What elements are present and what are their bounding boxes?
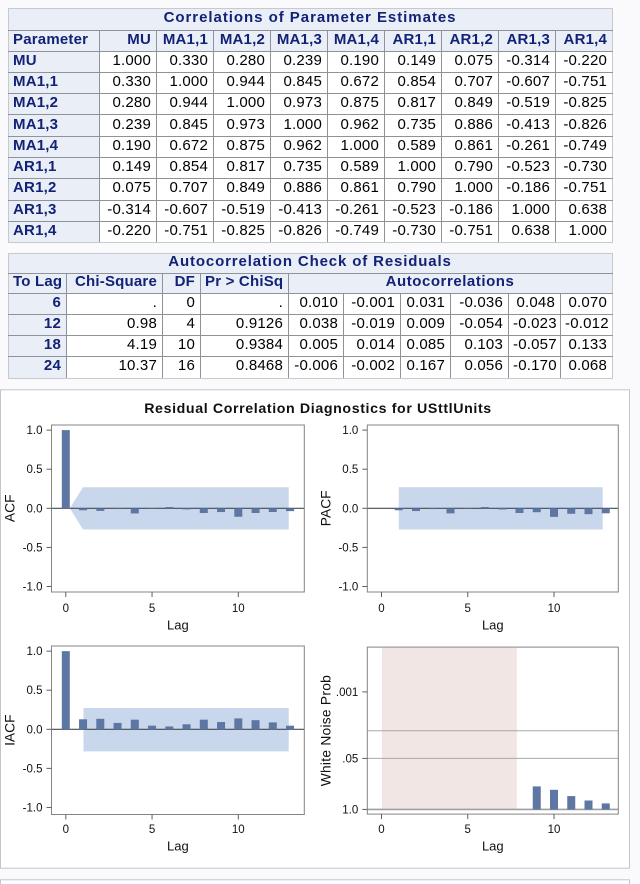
svg-text:-1.0: -1.0 bbox=[338, 582, 358, 594]
svg-text:0.5: 0.5 bbox=[342, 464, 358, 476]
svg-text:10: 10 bbox=[548, 824, 561, 836]
svg-text:5: 5 bbox=[149, 824, 155, 836]
svg-text:1.0: 1.0 bbox=[342, 425, 358, 437]
svg-text:10: 10 bbox=[232, 603, 245, 615]
svg-text:.05: .05 bbox=[342, 753, 358, 765]
svg-text:0: 0 bbox=[63, 603, 69, 615]
svg-text:0: 0 bbox=[63, 824, 69, 836]
svg-text:IACF: IACF bbox=[3, 714, 18, 745]
svg-text:-0.5: -0.5 bbox=[23, 763, 43, 775]
svg-text:0.0: 0.0 bbox=[27, 724, 43, 736]
svg-text:0: 0 bbox=[378, 603, 384, 615]
svg-text:0.0: 0.0 bbox=[342, 503, 358, 515]
svg-text:ACF: ACF bbox=[3, 494, 18, 522]
svg-text:PACF: PACF bbox=[319, 490, 334, 526]
svg-text:0.5: 0.5 bbox=[27, 685, 43, 697]
svg-text:Lag: Lag bbox=[167, 839, 189, 854]
svg-text:-1.0: -1.0 bbox=[23, 802, 43, 814]
svg-text:White Noise Prob: White Noise Prob bbox=[319, 675, 334, 786]
svg-text:1.0: 1.0 bbox=[342, 804, 358, 816]
svg-text:5: 5 bbox=[149, 603, 155, 615]
svg-text:Lag: Lag bbox=[482, 617, 504, 632]
svg-text:0.5: 0.5 bbox=[27, 464, 43, 476]
svg-text:.001: .001 bbox=[336, 687, 358, 699]
svg-text:10: 10 bbox=[232, 824, 245, 836]
svg-text:1.0: 1.0 bbox=[27, 646, 43, 658]
svg-text:5: 5 bbox=[465, 603, 471, 615]
svg-text:10: 10 bbox=[548, 603, 561, 615]
svg-text:Lag: Lag bbox=[482, 839, 504, 854]
svg-text:-0.5: -0.5 bbox=[23, 542, 43, 554]
svg-text:1.0: 1.0 bbox=[27, 425, 43, 437]
svg-text:Lag: Lag bbox=[167, 617, 189, 632]
svg-text:0: 0 bbox=[378, 824, 384, 836]
svg-text:-1.0: -1.0 bbox=[23, 582, 43, 594]
svg-text:5: 5 bbox=[465, 824, 471, 836]
svg-text:0.0: 0.0 bbox=[27, 503, 43, 515]
svg-text:-0.5: -0.5 bbox=[338, 542, 358, 554]
svg-text:Residual Correlation Diagnosti: Residual Correlation Diagnostics for USt… bbox=[144, 401, 492, 417]
